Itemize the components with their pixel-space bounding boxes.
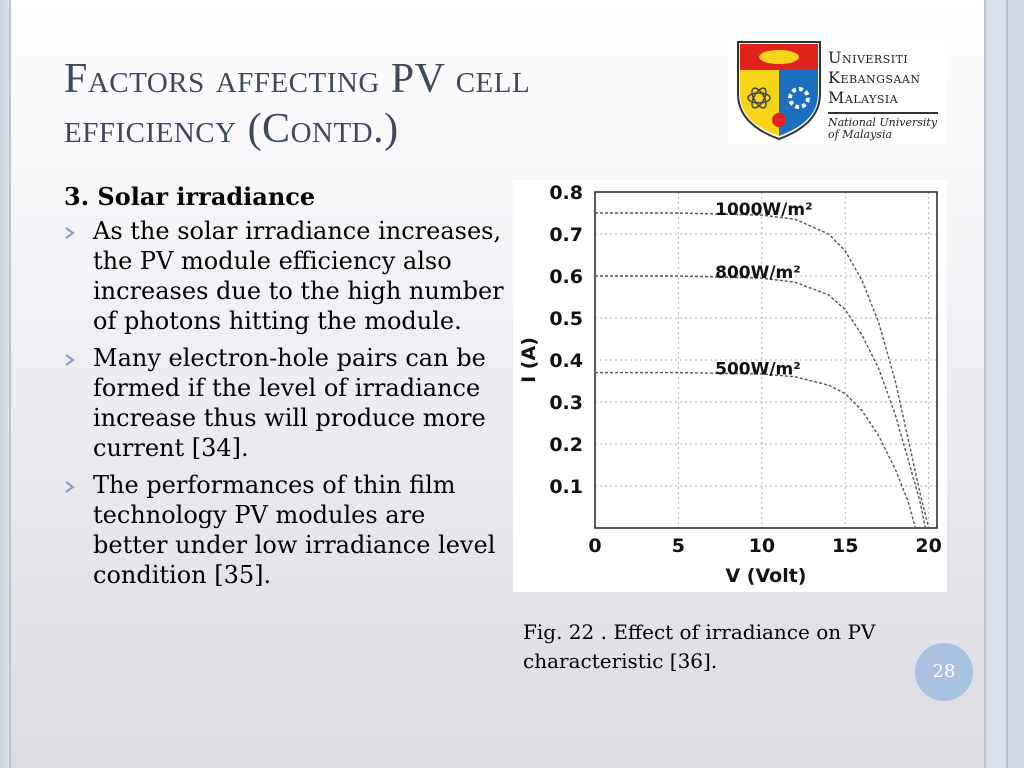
logo-subtitle1: National University xyxy=(828,116,938,129)
y-axis-label: I (A) xyxy=(518,337,540,383)
slide-title-line2: efficiency (Contd.) xyxy=(64,106,399,152)
series-label: 800W/m² xyxy=(715,263,801,283)
page-number-badge: 28 xyxy=(915,643,973,701)
slide-body: 3. Solar irradiance As the solar irradia… xyxy=(64,182,504,597)
logo-subtitle2: of Malaysia xyxy=(828,128,893,141)
slide-title-line1: Factors affecting PV cell xyxy=(64,56,531,102)
y-tick-label: 0.8 xyxy=(549,182,583,204)
x-tick-label: 20 xyxy=(915,535,941,557)
bullet-arrow-icon xyxy=(65,227,75,239)
x-tick-label: 15 xyxy=(832,535,858,557)
y-tick-label: 0.5 xyxy=(549,308,583,330)
left-border-line xyxy=(9,0,11,768)
section-heading: 3. Solar irradiance xyxy=(64,182,316,211)
logo-divider xyxy=(828,112,938,114)
bullet-text: The performances of thin film technology… xyxy=(93,471,496,589)
series-line xyxy=(595,371,916,529)
plot-frame xyxy=(594,191,938,529)
y-tick-label: 0.6 xyxy=(549,266,583,288)
x-tick-label: 0 xyxy=(588,535,601,557)
list-item: Many electron-hole pairs can be formed i… xyxy=(64,343,504,463)
series-label: 1000W/m² xyxy=(715,200,812,220)
iv-chart-svg: 0 5 10 15 20 0.1 0.2 0.3 0.4 0.5 0.6 0.7 0.8 V (Volt)… xyxy=(518,182,942,587)
slide-title: Factors affecting PV cell efficiency (Co… xyxy=(64,54,684,154)
y-tick-label: 0.4 xyxy=(549,350,583,372)
bullet-arrow-icon xyxy=(65,481,75,493)
right-border-stripe xyxy=(986,0,1006,768)
series-label: 500W/m² xyxy=(715,360,801,380)
bullet-text: As the solar irradiance increases, the P… xyxy=(93,217,504,335)
bullet-arrow-icon xyxy=(65,354,75,366)
logo-line1: Universiti xyxy=(828,48,909,67)
university-logo: Universiti Kebangsaan Malaysia National … xyxy=(728,36,946,144)
list-item: As the solar irradiance increases, the P… xyxy=(64,216,504,336)
y-tick-label: 0.2 xyxy=(549,434,583,456)
series-line xyxy=(595,275,926,529)
bullet-list: As the solar irradiance increases, the P… xyxy=(64,216,504,590)
logo-line3: Malaysia xyxy=(828,88,899,107)
university-name-block: Universiti Kebangsaan Malaysia National … xyxy=(828,48,938,141)
list-item: The performances of thin film technology… xyxy=(64,470,504,590)
y-tick-label: 0.1 xyxy=(549,476,583,498)
left-border-stripe xyxy=(0,0,9,768)
x-tick-label: 10 xyxy=(749,535,775,557)
y-tick-label: 0.7 xyxy=(549,224,583,246)
right-border-line-outer xyxy=(1006,0,1008,768)
iv-chart: 0 5 10 15 20 0.1 0.2 0.3 0.4 0.5 0.6 0.7 0.8 V (Volt)… xyxy=(513,180,947,592)
university-crest-icon xyxy=(737,41,821,141)
y-tick-label: 0.3 xyxy=(549,392,583,414)
logo-line2: Kebangsaan xyxy=(828,68,921,87)
right-border-line xyxy=(984,0,986,768)
series-line xyxy=(595,212,930,529)
x-tick-label: 5 xyxy=(672,535,685,557)
right-border-edge xyxy=(1008,0,1024,768)
figure-caption: Fig. 22 . Effect of irradiance on PV cha… xyxy=(523,620,876,673)
bullet-text: Many electron-hole pairs can be formed i… xyxy=(93,344,486,462)
x-axis-label: V (Volt) xyxy=(725,565,806,587)
